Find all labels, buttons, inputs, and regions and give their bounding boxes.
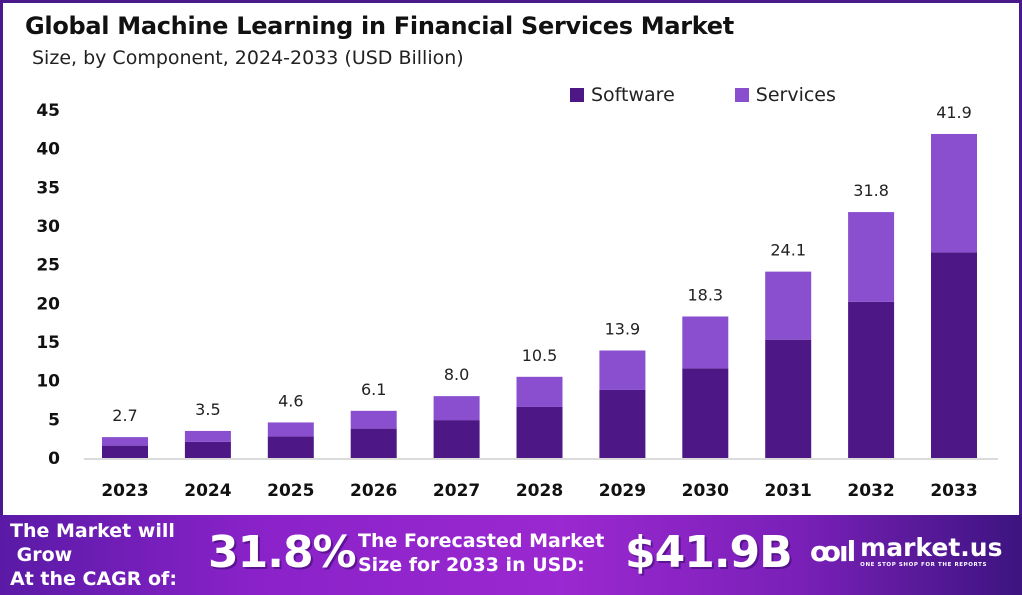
summary-banner: The Market will Grow At the CAGR of: 31.… [0,515,1022,595]
data-label-2023: 2.7 [112,406,137,425]
y-tick-label: 15 [36,333,60,353]
y-tick-label: 10 [36,372,60,392]
bar-software-2023 [102,445,148,458]
bar-services-2031 [765,271,812,340]
data-label-2027: 8.0 [444,365,469,384]
data-label-2031: 24.1 [770,241,806,260]
x-tick-label-2024: 2024 [184,481,231,501]
data-label-2024: 3.5 [195,400,220,419]
x-tick-label-2033: 2033 [930,481,977,501]
forecast-value: $41.9B [625,527,793,578]
y-tick-label: 20 [36,294,60,314]
chart-subtitle: Size, by Component, 2024-2033 (USD Billi… [32,47,464,69]
data-label-2029: 13.9 [605,320,641,339]
bar-software-2027 [433,420,480,458]
bar-services-2033 [931,133,977,253]
forecast-label-line1: The Forecasted Market [358,530,605,552]
bar-services-2026 [350,410,397,429]
data-label-2032: 31.8 [853,181,889,200]
cagr-value: 31.8% [208,527,357,578]
legend: Software Services [570,84,836,106]
x-tick-label-2027: 2027 [433,481,480,501]
chart-title: Global Machine Learning in Financial Ser… [25,12,734,40]
y-tick-label: 30 [36,217,60,237]
bar-software-2025 [267,436,314,458]
bar-services-2027 [433,396,480,421]
bar-services-2023 [102,437,148,446]
bar-chart: 0510152025303540452.720233.520244.620256… [36,101,998,501]
market-us-logo-icon: ꝏıl [810,535,856,568]
x-tick-label-2030: 2030 [682,481,729,501]
y-tick-label: 35 [36,178,60,198]
legend-label-services: Services [755,84,836,106]
data-label-2028: 10.5 [522,346,558,365]
y-tick-label: 0 [48,449,60,469]
bar-services-2029 [599,350,646,390]
cagr-label-line2: Grow [10,544,73,566]
bar-services-2032 [848,212,895,302]
bar-software-2028 [516,406,563,458]
cagr-label: The Market will Grow At the CAGR of: [10,519,210,591]
x-tick-label-2023: 2023 [101,481,148,501]
bar-software-2031 [765,339,812,458]
bar-software-2026 [350,428,397,458]
x-tick-label-2029: 2029 [599,481,646,501]
x-tick-label-2028: 2028 [516,481,563,501]
bar-services-2025 [267,422,314,437]
x-tick-label-2025: 2025 [267,481,314,501]
market-us-logo[interactable]: ꝏıl market.us ONE STOP SHOP FOR THE REPO… [810,535,1002,569]
data-label-2033: 41.9 [936,103,972,122]
x-tick-label-2031: 2031 [765,481,812,501]
bar-software-2032 [848,301,895,458]
legend-swatch-services [734,88,749,102]
cagr-label-line1: The Market will [10,520,175,542]
data-label-2030: 18.3 [687,285,723,304]
bar-software-2024 [184,441,231,458]
bar-software-2033 [931,252,977,458]
legend-item-software[interactable]: Software [570,84,675,106]
legend-swatch-software [570,88,584,102]
logo-tagline: ONE STOP SHOP FOR THE REPORTS [860,562,988,568]
forecast-label-line2: Size for 2033 in USD: [358,554,585,576]
bar-software-2029 [599,389,646,458]
data-label-2026: 6.1 [361,380,386,399]
y-tick-label: 5 [48,410,60,430]
legend-item-services[interactable]: Services [734,84,836,106]
y-tick-label: 40 [36,140,60,160]
legend-label-software: Software [591,84,675,106]
bar-software-2030 [682,368,729,458]
bar-services-2024 [184,430,231,442]
bar-services-2030 [682,316,729,369]
y-tick-label: 45 [36,101,60,121]
data-label-2025: 4.6 [278,391,303,410]
y-tick-label: 25 [36,256,60,276]
forecast-label: The Forecasted Market Size for 2033 in U… [358,529,618,577]
x-tick-label-2032: 2032 [847,481,894,501]
x-tick-label-2026: 2026 [350,481,397,501]
bar-services-2028 [516,376,563,407]
cagr-label-line3: At the CAGR of: [10,568,177,590]
logo-name: market.us [860,533,1003,562]
